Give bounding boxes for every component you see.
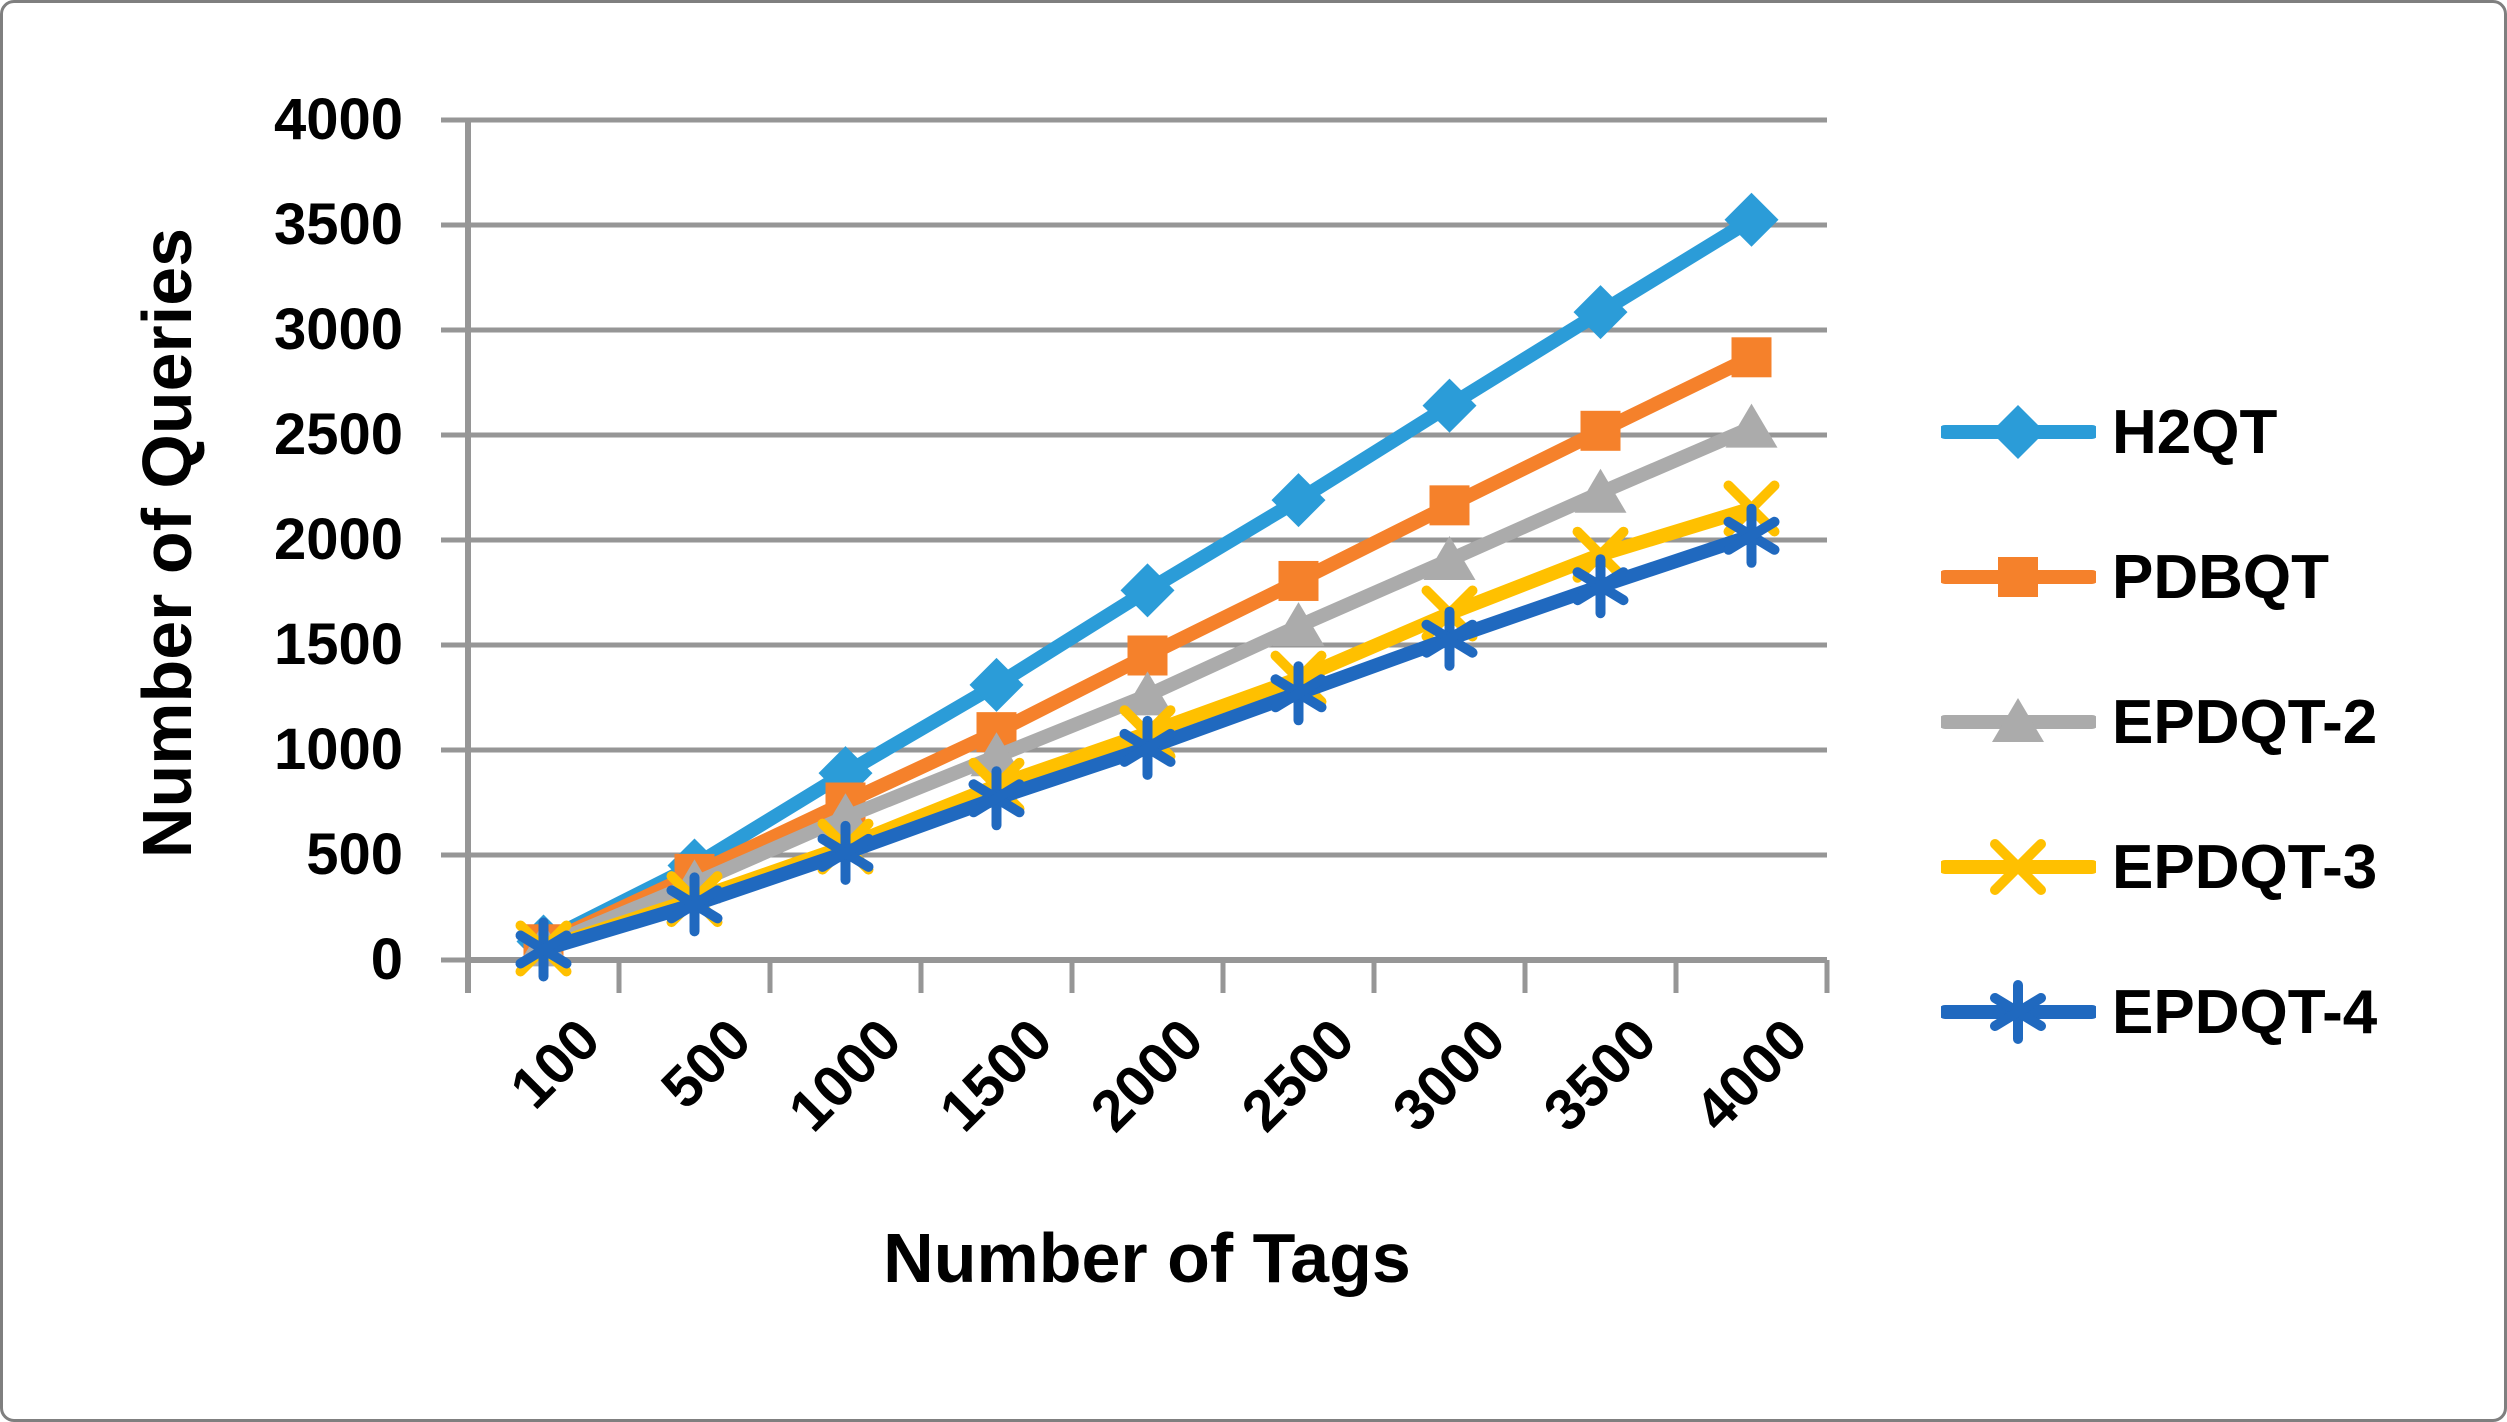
- legend-row-EPDQT-4: EPDQT-4: [1941, 971, 2377, 1053]
- plot-svg: [441, 117, 1830, 993]
- legend-label: EPDQT-3: [2112, 832, 2378, 902]
- series-marker-H2QT: [1271, 473, 1326, 528]
- series-marker-H2QT: [1573, 285, 1628, 340]
- series-marker-H2QT: [1422, 378, 1477, 433]
- series-marker-PDBQT: [1429, 485, 1470, 526]
- y-tick-label: 2000: [273, 507, 403, 572]
- legend-sample-diamond-icon: [1941, 405, 2096, 459]
- series-marker-EPDQT-4: [817, 833, 874, 872]
- series-marker-EPDQT-2: [1574, 468, 1627, 513]
- series-marker-PDBQT: [1580, 410, 1621, 451]
- legend-marker-PDBQT: [1998, 557, 2038, 597]
- series-marker-EPDQT-4: [1723, 516, 1780, 555]
- y-tick-label: 500: [306, 822, 403, 887]
- legend-row-EPDQT-2: EPDQT-2: [1941, 681, 2377, 763]
- series-marker-EPDQT-4: [968, 779, 1025, 818]
- legend-sample-asterisk-icon: [1941, 980, 2096, 1044]
- series-marker-EPDQT-2: [1272, 602, 1325, 647]
- legend-label: EPDQT-2: [2112, 687, 2378, 757]
- legend-label: PDBQT: [2112, 542, 2329, 612]
- y-tick-label: 1500: [273, 612, 403, 677]
- legend-row-EPDQT-3: EPDQT-3: [1941, 826, 2377, 908]
- series-marker-PDBQT: [1731, 337, 1772, 378]
- series-marker-H2QT: [969, 657, 1024, 712]
- y-tick-label: 3000: [273, 297, 403, 362]
- series-marker-EPDQT-2: [819, 793, 872, 838]
- series-marker-EPDQT-2: [970, 732, 1023, 777]
- y-tick-label: 4000: [273, 87, 403, 152]
- legend-label: EPDQT-4: [2112, 977, 2378, 1047]
- legend-marker-H2QT: [1991, 405, 2045, 459]
- series-marker-PDBQT: [1127, 635, 1168, 676]
- legend-marker-EPDQT-4: [1990, 993, 2046, 1031]
- series-marker-PDBQT: [1278, 560, 1319, 601]
- y-tick-label: 2500: [273, 402, 403, 467]
- legend-marker-EPDQT-3: [1990, 839, 2046, 895]
- series-marker-H2QT: [1724, 192, 1779, 247]
- series-marker-EPDQT-4: [1421, 619, 1478, 658]
- legend-sample-square-icon: [1941, 557, 2096, 597]
- series-marker-EPDQT-4: [1119, 728, 1176, 767]
- legend-marker-EPDQT-2: [1992, 698, 2044, 742]
- legend-label: H2QT: [2112, 397, 2278, 467]
- legend-sample-x-icon: [1941, 839, 2096, 895]
- series-marker-EPDQT-4: [515, 930, 572, 969]
- series-marker-EPDQT-2: [1121, 671, 1174, 716]
- series-marker-EPDQT-2: [1423, 535, 1476, 580]
- legend-row-H2QT: H2QT: [1941, 391, 2377, 473]
- y-tick-label: 1000: [273, 717, 403, 782]
- series-marker-H2QT: [1120, 563, 1175, 618]
- y-tick-label: 3500: [273, 192, 403, 257]
- legend-sample-triangle-icon: [1941, 698, 2096, 742]
- y-tick-label: 0: [370, 927, 403, 992]
- x-axis-title: Number of Tags: [883, 1219, 1411, 1297]
- series-marker-EPDQT-4: [666, 885, 723, 924]
- legend-row-PDBQT: PDBQT: [1941, 536, 2377, 618]
- series-marker-EPDQT-4: [1572, 567, 1629, 606]
- series-marker-EPDQT-2: [1725, 403, 1778, 448]
- legend: H2QT PDBQT EPDQT-2 EPDQT-3 EPDQT-4: [1941, 391, 2377, 1116]
- series-marker-EPDQT-4: [1270, 674, 1327, 713]
